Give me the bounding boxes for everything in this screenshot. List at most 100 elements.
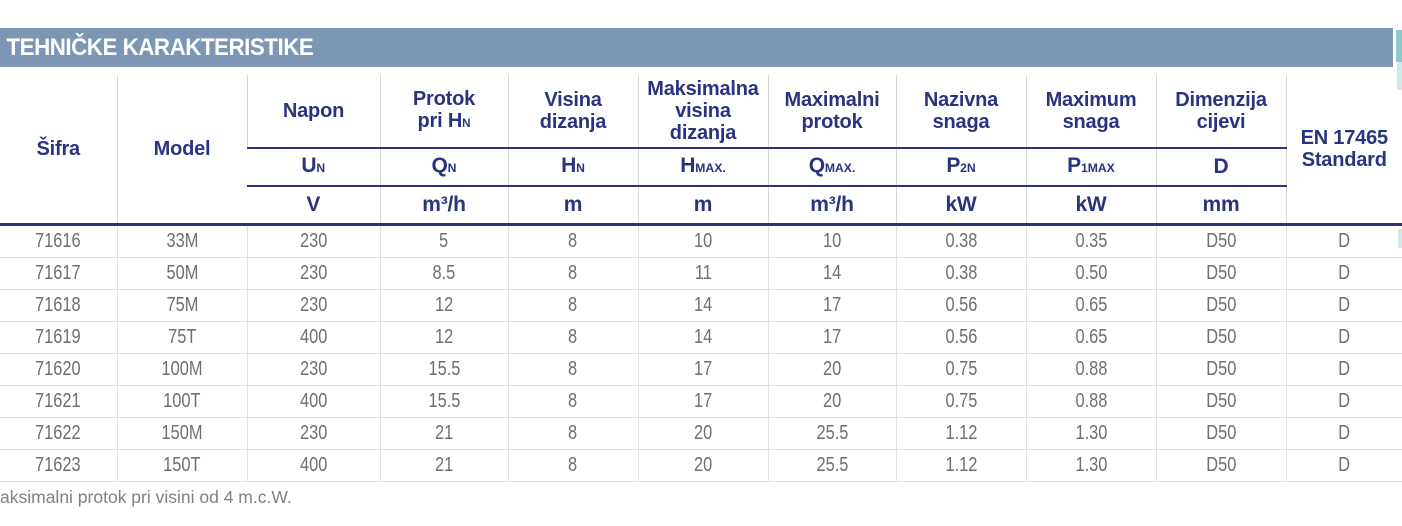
cell-max-snaga: 0.65 <box>1025 321 1156 354</box>
cell-max-snaga: 0.88 <box>1025 353 1156 386</box>
cell-standard: D <box>1285 257 1402 290</box>
cell-protok: 8.5 <box>379 257 508 290</box>
cell-max-snaga: 0.65 <box>1025 289 1156 322</box>
cell-maks-protok: 17 <box>767 321 896 354</box>
cell-visina: 8 <box>507 353 638 386</box>
cell-maks-visina: 10 <box>637 224 768 258</box>
table-row: 71620 100M 230 15.5 8 17 20 0.75 0.88 D50 D <box>0 353 1402 386</box>
cell-dimenzija: D50 <box>1155 289 1286 322</box>
cell-sifra: 71621 <box>0 385 117 418</box>
cell-visina: 8 <box>507 289 638 322</box>
cell-visina: 8 <box>507 385 638 418</box>
cell-napon: 230 <box>246 289 380 322</box>
cell-visina: 8 <box>507 321 638 354</box>
col-header-protok: Protok pri HN <box>379 75 508 149</box>
cell-standard: D <box>1285 289 1402 322</box>
section-title-banner: TEHNIČKE KARAKTERISTIKE <box>0 28 1393 67</box>
col-header-sifra: Šifra <box>0 75 117 226</box>
cell-nazivna-snaga: 0.75 <box>895 385 1026 418</box>
cell-maks-protok: 10 <box>767 224 896 258</box>
cell-dimenzija: D50 <box>1155 321 1286 354</box>
cell-model: 75M <box>116 289 247 322</box>
cell-maks-visina: 14 <box>637 289 768 322</box>
col-header-maks-protok: Maximalni protok <box>767 75 896 149</box>
col-unit-visina: m <box>507 186 638 226</box>
cell-napon: 230 <box>246 417 380 450</box>
cell-visina: 8 <box>507 417 638 450</box>
col-symbol-max-snaga: P1MAX <box>1025 148 1156 187</box>
cell-maks-visina: 20 <box>637 449 768 482</box>
technical-characteristics-table: Šifra Model Napon Protok pri HN Visina dizanja… <box>0 75 1402 482</box>
cell-sifra: 71619 <box>0 321 117 354</box>
cell-dimenzija: D50 <box>1155 257 1286 290</box>
table-row: 71621 100T 400 15.5 8 17 20 0.75 0.88 D50 D <box>0 385 1402 418</box>
cell-standard: D <box>1285 224 1402 258</box>
cell-maks-protok: 20 <box>767 353 896 386</box>
cell-visina: 8 <box>507 257 638 290</box>
cell-dimenzija: D50 <box>1155 449 1286 482</box>
col-symbol-maks-visina: HMAX. <box>637 148 768 187</box>
table-row: 71616 33M 230 5 8 10 10 0.38 0.35 D50 D <box>0 224 1402 258</box>
cell-model: 75T <box>116 321 247 354</box>
page-edge-artifact-teal-2 <box>1397 62 1402 90</box>
cell-max-snaga: 0.50 <box>1025 257 1156 290</box>
cell-max-snaga: 1.30 <box>1025 449 1156 482</box>
cell-standard: D <box>1285 449 1402 482</box>
cell-protok: 5 <box>379 224 508 258</box>
cell-sifra: 71616 <box>35 230 82 252</box>
cell-maks-protok: 25.5 <box>767 449 896 482</box>
cell-model: 150T <box>116 449 247 482</box>
col-unit-maks-visina: m <box>637 186 768 226</box>
col-unit-max-snaga: kW <box>1025 186 1156 226</box>
cell-maks-visina: 17 <box>637 353 768 386</box>
cell-dimenzija: D50 <box>1155 417 1286 450</box>
cell-standard: D <box>1285 353 1402 386</box>
col-symbol-nazivna-snaga: P2N <box>895 148 1026 187</box>
cell-model: 100M <box>116 353 247 386</box>
cell-maks-protok: 14 <box>767 257 896 290</box>
cell-max-snaga: 1.30 <box>1025 417 1156 450</box>
col-symbol-napon: UN <box>247 148 380 187</box>
cell-model: 50M <box>116 257 247 290</box>
cell-visina: 8 <box>507 224 638 258</box>
col-symbol-dimenzija: D <box>1155 148 1286 187</box>
cell-maks-protok: 17 <box>767 289 896 322</box>
page-edge-artifact-teal-3 <box>1398 229 1402 248</box>
cell-sifra: 71622 <box>0 417 117 450</box>
cell-maks-visina: 11 <box>637 257 768 290</box>
cell-nazivna-snaga: 0.75 <box>895 353 1026 386</box>
cell-napon: 230 <box>246 353 380 386</box>
table-row: 71619 75T 400 12 8 14 17 0.56 0.65 D50 D <box>0 321 1402 354</box>
cell-model: 150M <box>116 417 247 450</box>
cell-dimenzija: D50 <box>1155 385 1286 418</box>
cell-maks-protok: 25.5 <box>767 417 896 450</box>
col-unit-maks-protok: m³/h <box>767 186 896 226</box>
cell-protok: 12 <box>379 321 508 354</box>
cell-nazivna-snaga: 0.38 <box>895 224 1026 258</box>
page-edge-artifact-teal-1 <box>1396 30 1402 62</box>
spec-table-container: Šifra Model Napon Protok pri HN Visina dizanja… <box>0 75 1402 482</box>
table-row: 71618 75M 230 12 8 14 17 0.56 0.65 D50 D <box>0 289 1402 322</box>
cell-standard: D <box>1285 321 1402 354</box>
cell-nazivna-snaga: 1.12 <box>895 417 1026 450</box>
cell-napon: 400 <box>246 385 380 418</box>
col-header-model: Model <box>116 75 247 226</box>
cell-maks-protok: 20 <box>767 385 896 418</box>
col-header-standard: EN 17465 Standard <box>1285 75 1402 226</box>
cell-sifra: 71618 <box>0 289 117 322</box>
cell-sifra: 71617 <box>0 257 117 290</box>
cell-sifra: 71623 <box>0 449 117 482</box>
col-unit-napon: V <box>247 186 380 226</box>
cell-nazivna-snaga: 0.56 <box>895 289 1026 322</box>
table-row: 71622 150M 230 21 8 20 25.5 1.12 1.30 D50 D <box>0 417 1402 450</box>
section-title: TEHNIČKE KARAKTERISTIKE <box>6 33 314 61</box>
col-symbol-protok: QN <box>379 148 508 187</box>
col-unit-dimenzija: mm <box>1155 186 1286 226</box>
cell-maks-visina: 20 <box>637 417 768 450</box>
cell-napon: 400 <box>246 449 380 482</box>
col-header-maks-visina: Maksimalna visina dizanja <box>637 75 768 149</box>
table-row: 71623 150T 400 21 8 20 25.5 1.12 1.30 D50 D <box>0 449 1402 482</box>
footnote-text: aksimalni protok pri visini od 4 m.c.W. <box>0 487 292 507</box>
cell-napon: 230 <box>246 257 380 290</box>
col-unit-protok: m³/h <box>379 186 508 226</box>
